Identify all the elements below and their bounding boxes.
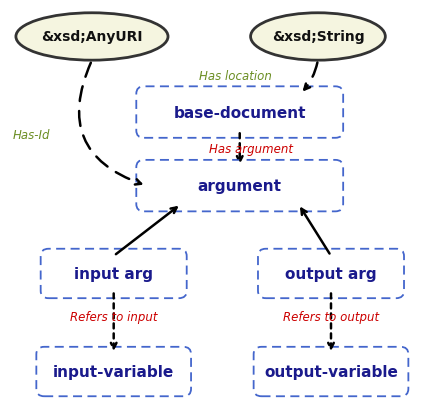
Text: input arg: input arg (74, 266, 153, 281)
Ellipse shape (16, 14, 168, 61)
Text: Has-Id: Has-Id (12, 129, 50, 142)
Text: &xsd;String: &xsd;String (272, 30, 364, 44)
Text: base-document: base-document (174, 105, 306, 120)
Text: Refers to output: Refers to output (283, 310, 379, 324)
FancyBboxPatch shape (136, 160, 343, 212)
Text: input-variable: input-variable (53, 364, 174, 379)
FancyBboxPatch shape (41, 249, 187, 299)
FancyBboxPatch shape (258, 249, 404, 299)
FancyBboxPatch shape (254, 347, 409, 396)
Text: &xsd;AnyURI: &xsd;AnyURI (41, 30, 143, 44)
Text: output arg: output arg (285, 266, 377, 281)
Text: argument: argument (198, 179, 282, 193)
FancyBboxPatch shape (36, 347, 191, 396)
Text: Has argument: Has argument (208, 143, 293, 155)
FancyBboxPatch shape (136, 87, 343, 139)
Text: Has location: Has location (199, 70, 272, 83)
Text: Refers to input: Refers to input (70, 310, 157, 324)
Ellipse shape (251, 14, 385, 61)
Text: output-variable: output-variable (264, 364, 398, 379)
